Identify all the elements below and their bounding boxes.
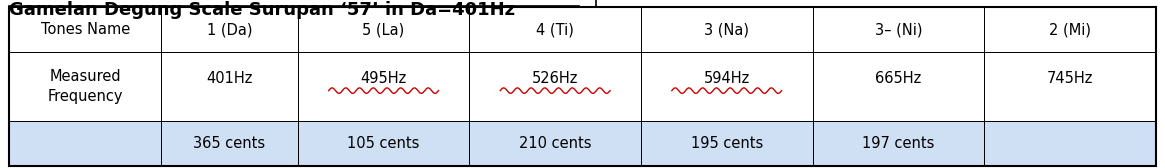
Bar xyxy=(984,7,1156,52)
Text: 197 cents: 197 cents xyxy=(862,136,934,151)
Bar xyxy=(812,7,984,52)
Bar xyxy=(161,7,298,52)
Bar xyxy=(469,121,641,166)
Bar xyxy=(641,121,812,166)
Text: 594Hz: 594Hz xyxy=(704,71,750,86)
Text: 210 cents: 210 cents xyxy=(518,136,592,151)
Text: 195 cents: 195 cents xyxy=(691,136,763,151)
Bar xyxy=(984,52,1156,121)
Bar xyxy=(641,7,812,52)
Text: Tones Name: Tones Name xyxy=(41,22,129,37)
Text: 3– (Ni): 3– (Ni) xyxy=(875,22,922,37)
Text: 365 cents: 365 cents xyxy=(193,136,266,151)
Text: 401Hz: 401Hz xyxy=(206,71,253,86)
Bar xyxy=(469,52,641,121)
Text: 745Hz: 745Hz xyxy=(1046,71,1093,86)
Bar xyxy=(812,121,984,166)
Text: Measured
Frequency: Measured Frequency xyxy=(48,69,123,104)
Bar xyxy=(298,52,469,121)
Bar xyxy=(469,7,641,52)
Text: 3 (Na): 3 (Na) xyxy=(704,22,749,37)
Bar xyxy=(641,52,812,121)
Bar xyxy=(984,121,1156,166)
Bar xyxy=(298,7,469,52)
Text: 1 (Da): 1 (Da) xyxy=(206,22,252,37)
Bar xyxy=(161,52,298,121)
Text: 2 (Mi): 2 (Mi) xyxy=(1048,22,1090,37)
Bar xyxy=(9,52,161,121)
Text: 526Hz: 526Hz xyxy=(532,71,578,86)
Text: Gamelan Degung Scale Surupan ‘57’ in Da=401Hz: Gamelan Degung Scale Surupan ‘57’ in Da=… xyxy=(9,1,515,19)
Bar xyxy=(812,52,984,121)
Text: 5 (La): 5 (La) xyxy=(362,22,404,37)
Text: 665Hz: 665Hz xyxy=(875,71,922,86)
Text: 495Hz: 495Hz xyxy=(360,71,407,86)
Text: 4 (Ti): 4 (Ti) xyxy=(536,22,574,37)
Text: 105 cents: 105 cents xyxy=(347,136,419,151)
Bar xyxy=(9,121,161,166)
Bar xyxy=(9,7,161,52)
Bar xyxy=(298,121,469,166)
Bar xyxy=(161,121,298,166)
